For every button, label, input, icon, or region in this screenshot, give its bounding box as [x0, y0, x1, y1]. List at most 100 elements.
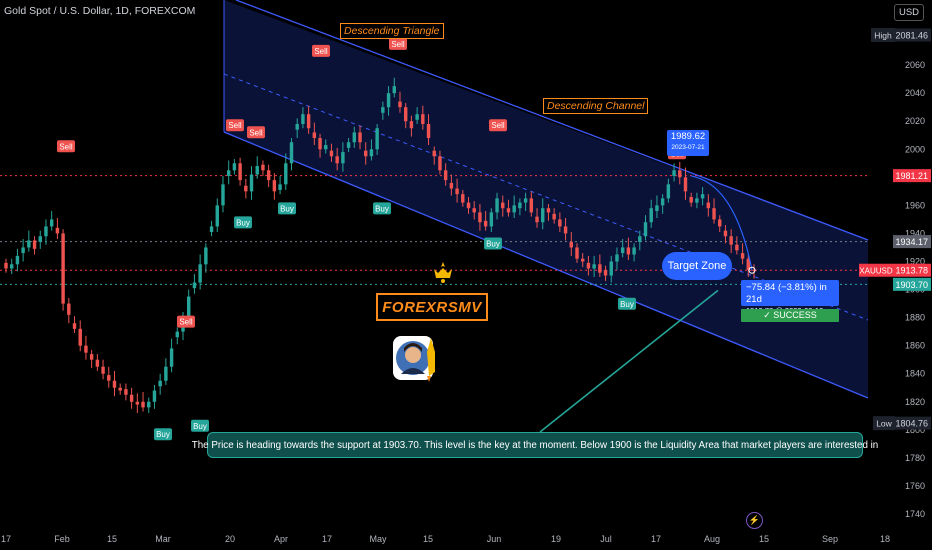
sell-signal [489, 119, 507, 132]
descending-channel-label: Descending Channel [543, 98, 649, 114]
signal-label: Buy [375, 204, 389, 213]
signal-label: Buy [156, 430, 170, 439]
candle-body [318, 138, 322, 150]
swing-high-value: 1989.62 [670, 131, 706, 142]
candle-body [541, 208, 545, 223]
time-tick: May [369, 534, 387, 544]
candle-body [249, 174, 254, 192]
candle-body [432, 150, 436, 157]
sell-signal [389, 37, 407, 50]
candle-body [563, 226, 568, 234]
high-price-tag: 2081.46 [895, 31, 928, 41]
candle-body [706, 202, 711, 209]
time-tick: Feb [54, 534, 70, 544]
candle-body [386, 93, 391, 108]
price-tick: 1860 [905, 341, 925, 351]
candle-body [324, 145, 328, 150]
candle-body [118, 387, 122, 391]
candle-body [501, 202, 505, 209]
low-price-tag-bg [893, 416, 931, 430]
price-tick: 1960 [905, 200, 925, 210]
candle-body [626, 247, 631, 255]
time-tick: 17 [322, 534, 332, 544]
candle-body [609, 261, 613, 276]
buy-signal [234, 216, 252, 229]
candle-body [392, 86, 396, 94]
candle-body [261, 164, 265, 171]
candle-body [341, 152, 345, 164]
candle-body [221, 184, 225, 206]
candle-body [426, 124, 431, 139]
candle-body [598, 264, 602, 273]
candle-body [586, 262, 591, 269]
candle-body [284, 163, 288, 185]
candle-body [198, 264, 202, 283]
price-tick: 2060 [905, 60, 925, 70]
time-tick: 15 [423, 534, 433, 544]
signal-label: Buy [280, 204, 294, 213]
candle-body [620, 247, 625, 254]
price-tick: 2020 [905, 116, 925, 126]
buy-signal [484, 237, 502, 250]
signal-label: Sell [249, 128, 263, 137]
candle-body [472, 208, 476, 213]
measure-box: −75.84 (−3.81%) in 21d 1913.78 @ 2023-08… [741, 280, 839, 315]
candle-body [649, 208, 653, 223]
time-tick: 17 [1, 534, 11, 544]
price-tick: 1740 [905, 509, 925, 519]
candle-body [689, 196, 693, 203]
high-label: High [874, 31, 892, 41]
candle-body [238, 163, 242, 181]
swing-high-date: 2023-07-21 [671, 144, 705, 151]
candle-body [4, 262, 8, 269]
candle-body [369, 149, 374, 157]
candle-body [232, 163, 237, 171]
candle-body [615, 254, 619, 262]
candle-body [655, 205, 659, 211]
candle-body [529, 198, 534, 213]
candle-body [660, 198, 665, 206]
buy-signal [373, 202, 391, 215]
descending-triangle-label: Descending Triangle [340, 23, 444, 39]
sell-signal [312, 44, 330, 57]
candle-body [346, 142, 351, 148]
avatar [391, 332, 443, 384]
time-tick: 15 [107, 534, 117, 544]
time-tick: 20 [225, 534, 235, 544]
high-price-tag-bg [893, 28, 931, 42]
candle-body [89, 354, 94, 360]
candle-body [187, 296, 191, 318]
candle-body [295, 124, 299, 130]
candle-body [558, 219, 562, 227]
price-tick: 1820 [905, 397, 925, 407]
current-price-tag-bg [893, 263, 931, 277]
candle-body [415, 114, 419, 120]
measure-change: −75.84 (−3.81%) in 21d [746, 282, 827, 305]
candle-body [49, 219, 54, 227]
candle-body [421, 114, 425, 125]
level-tag-1903: 1903.70 [895, 280, 928, 290]
analysis-note: The Price is heading towards the support… [192, 432, 878, 458]
candle-body [535, 216, 539, 223]
candle-body [152, 390, 157, 402]
candle-body [466, 202, 471, 209]
candle-body [112, 380, 117, 388]
candle-body [55, 227, 60, 234]
channel-upper-line [235, 0, 869, 241]
swing-high-callout: 1989.62 2023-07-21 [667, 130, 709, 156]
candle-body [129, 394, 134, 402]
forecast-curve [691, 175, 753, 271]
candle-body [489, 212, 494, 227]
currency-button[interactable]: USD [894, 4, 924, 21]
symbol-tag: XAUUSD [859, 267, 893, 276]
candle-body [569, 241, 573, 248]
buy-signal [278, 202, 296, 215]
lightning-icon[interactable]: ⚡ [746, 512, 763, 529]
price-tick: 1920 [905, 256, 925, 266]
candle-body [175, 331, 180, 338]
candle-body [381, 107, 385, 113]
candle-body [61, 233, 65, 304]
candle-body [44, 226, 48, 237]
low-label-bg [873, 416, 895, 431]
